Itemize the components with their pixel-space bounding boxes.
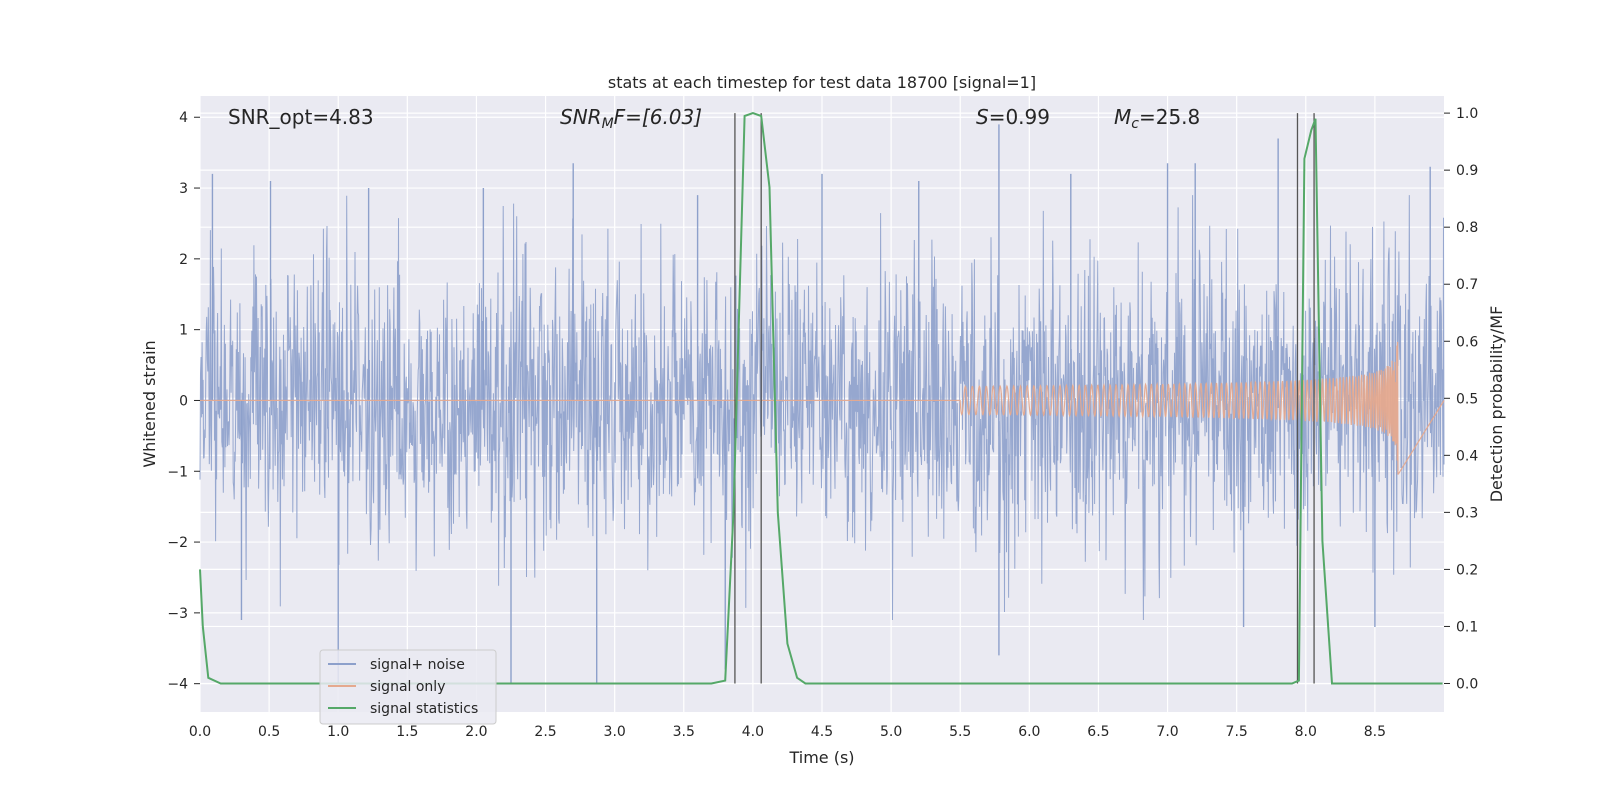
y-right-tick-label: 0.3 <box>1456 505 1478 521</box>
vertical-markers <box>734 113 1315 684</box>
x-tick-label: 3.5 <box>673 724 695 740</box>
y-tick-label: 4 <box>179 110 188 126</box>
y-right-tick-label: 0.5 <box>1456 391 1478 407</box>
y-right-tick-label: 0.6 <box>1456 334 1478 350</box>
signal-trace <box>200 341 1445 475</box>
y-tick-label: 0 <box>179 393 188 409</box>
legend-box <box>319 649 497 725</box>
x-axis-label: Time (s) <box>788 748 854 767</box>
x-tick-label: 4.0 <box>742 724 764 740</box>
x-tick-label: 1.5 <box>396 724 418 740</box>
series-signal-only <box>200 341 1445 475</box>
chart-title: stats at each timestep for test data 187… <box>608 73 1036 92</box>
x-tick-label: 5.0 <box>880 724 902 740</box>
y-tick-label: 3 <box>179 181 188 197</box>
x-tick-label: 0.5 <box>258 724 280 740</box>
y-right-tick-label: 0.8 <box>1456 220 1478 236</box>
series-signal-noise <box>199 124 1445 684</box>
x-ticks: 0.0 0.5 1.0 1.5 2.0 2.5 3.0 3.5 4.0 4.5 5.0 5.5 6.0 6… <box>189 724 1386 740</box>
y-right-tick-label: 0.7 <box>1456 277 1478 293</box>
x-tick-label: 5.5 <box>949 724 971 740</box>
y-ticks-left: −4 −3 −2 −1 0 1 2 3 4 <box>167 110 200 693</box>
x-tick-label: 1.0 <box>327 724 349 740</box>
y-right-tick-label: 0.1 <box>1456 619 1478 635</box>
x-tick-label: 7.0 <box>1156 724 1178 740</box>
annotation-mc: Mc=25.8 <box>1114 105 1200 132</box>
x-tick-label: 2.5 <box>534 724 556 740</box>
legend-label-signal-only: signal only <box>370 679 445 695</box>
y-tick-label: 2 <box>179 252 188 268</box>
legend-label-signal-statistics: signal statistics <box>370 701 478 717</box>
y-tick-label: −1 <box>167 464 188 480</box>
annotation-snr-opt: SNR_opt=4.83 <box>228 105 374 129</box>
y-right-tick-label: 0.4 <box>1456 448 1478 464</box>
noise-trace <box>199 195 1445 621</box>
annotation-s: S=0.99 <box>976 105 1050 129</box>
x-tick-label: 0.0 <box>189 724 211 740</box>
y-right-tick-label: 1.0 <box>1456 106 1478 122</box>
y-right-tick-label: 0.0 <box>1456 676 1478 692</box>
x-tick-label: 8.0 <box>1295 724 1317 740</box>
legend-label-signal-noise: signal+ noise <box>370 657 465 673</box>
y-tick-label: −2 <box>167 535 188 551</box>
y-tick-label: −4 <box>167 677 188 693</box>
y-tick-label: 1 <box>179 323 188 339</box>
x-tick-label: 6.5 <box>1087 724 1109 740</box>
y-axis-label-right: Detection probability/MF <box>1487 306 1506 503</box>
y-axis-label: Whitened strain <box>140 340 159 467</box>
x-tick-label: 4.5 <box>811 724 833 740</box>
y-right-tick-label: 0.9 <box>1456 163 1478 179</box>
x-tick-label: 6.0 <box>1018 724 1040 740</box>
x-tick-label: 8.5 <box>1364 724 1386 740</box>
x-tick-label: 3.0 <box>604 724 626 740</box>
y-tick-label: −3 <box>167 606 188 622</box>
annotation-snr-mf: SNRMF=[6.03] <box>560 105 702 132</box>
y-ticks-right: 0.0 0.1 0.2 0.3 0.4 0.5 0.6 0.7 0.8 0.9 1.0 <box>1444 106 1478 692</box>
x-tick-label: 2.0 <box>465 724 487 740</box>
legend: signal+ noise signal only signal statist… <box>319 649 497 725</box>
y-right-tick-label: 0.2 <box>1456 562 1478 578</box>
x-tick-label: 7.5 <box>1226 724 1248 740</box>
